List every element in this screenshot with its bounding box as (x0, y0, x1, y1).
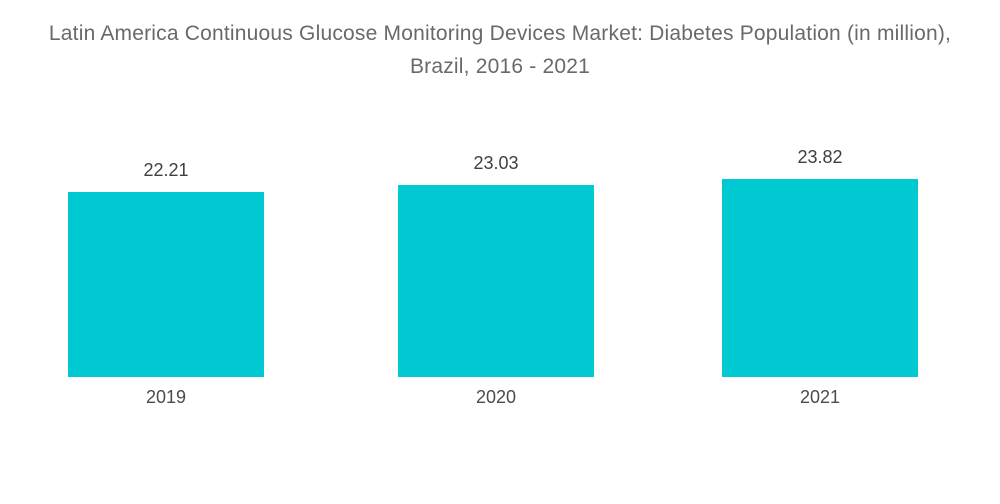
bar-value-label: 23.82 (797, 146, 843, 167)
bar-2020 (398, 185, 594, 377)
bar-2021 (722, 178, 918, 377)
bar-group-2021: 23.82 2021 (722, 146, 918, 407)
x-axis-tick-label: 2021 (799, 387, 841, 407)
chart-title: Latin America Continuous Glucose Monitor… (48, 22, 952, 78)
bar-group-2019: 22.21 2019 (68, 160, 264, 407)
x-axis-tick-label: 2019 (145, 387, 187, 407)
bar-value-label: 22.21 (143, 160, 189, 181)
bar-value-label: 23.03 (473, 153, 519, 174)
bar-group-2020: 23.03 2020 (398, 153, 594, 407)
x-axis-tick-label: 2020 (475, 387, 517, 407)
bar-2019 (68, 192, 264, 377)
